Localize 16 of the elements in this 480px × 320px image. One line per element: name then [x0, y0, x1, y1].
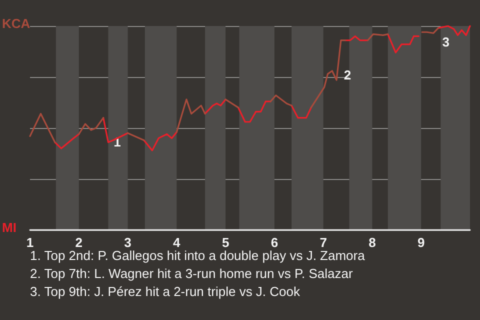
text: 1. Top 2nd: P. Gallegos hit into a double play vs J. Zamora: [30, 248, 366, 263]
x-tick-label: 6: [270, 235, 278, 250]
annotation: KCA: [2, 16, 31, 31]
annotation: 2: [344, 67, 352, 82]
text: 2. Top 7th: L. Wagner hit a 3-run home run vs P. Salazar: [30, 266, 354, 281]
x-tick-label: 9: [417, 235, 425, 250]
x-tick-label: 4: [173, 235, 182, 250]
annotation: 3: [442, 34, 450, 50]
x-tick-label: 7: [320, 235, 327, 250]
x-tick-label: 1: [26, 235, 34, 250]
text: MI: [2, 220, 16, 235]
x-tick-label: 5: [222, 235, 230, 250]
text: 3. Top 9th: J. Pérez hit a 2-run triple vs J. Cook: [30, 284, 300, 299]
x-tick-label: 8: [368, 235, 376, 250]
x-tick-label: 3: [124, 235, 132, 250]
x-tick-label: 2: [75, 235, 83, 250]
